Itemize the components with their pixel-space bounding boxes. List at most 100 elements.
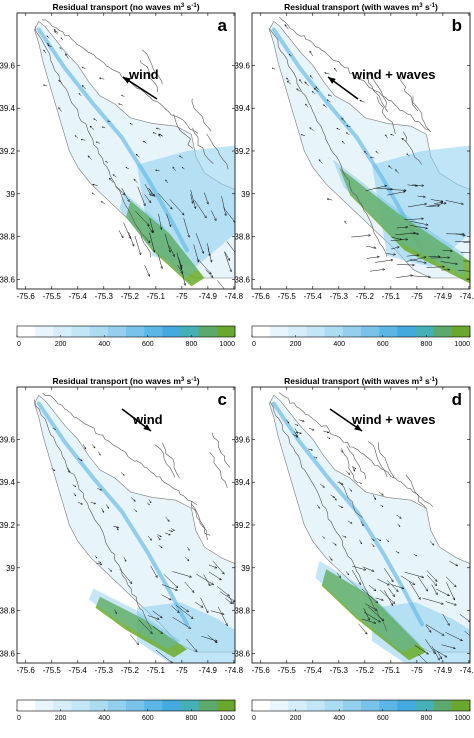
transport-vector-head: [47, 44, 50, 47]
transport-vector: [397, 523, 401, 527]
transport-vector: [221, 196, 227, 216]
transport-vector-head: [440, 602, 444, 605]
west-coastline: [268, 28, 388, 257]
transport-vector-head: [375, 151, 378, 153]
transport-vector-head: [299, 432, 302, 435]
y-tick-label: 39.6: [234, 435, 250, 444]
transport-vector-head: [54, 428, 57, 430]
transport-vector: [133, 179, 138, 183]
transport-vector: [377, 578, 390, 586]
transport-vector-head: [304, 81, 307, 84]
colorbar-tick-label: 800: [421, 715, 433, 722]
transport-vector: [396, 514, 402, 519]
transport-vector: [315, 86, 319, 90]
transport-vector: [391, 236, 402, 240]
colorbar-swatch: [451, 700, 471, 711]
transport-vector: [165, 179, 169, 184]
transport-vector: [224, 251, 232, 273]
transport-vector-head: [428, 275, 432, 279]
map-area: [34, 19, 235, 289]
transport-vector: [163, 574, 178, 588]
transport-vector-head: [369, 156, 372, 159]
transport-vector: [359, 100, 365, 103]
transport-vector: [144, 264, 150, 277]
colorbar-tick-label: 1000: [219, 715, 235, 722]
transport-vector-head: [426, 651, 430, 655]
colorbar-swatch: [89, 326, 109, 337]
transport-vector: [216, 586, 230, 597]
colorbar-swatch: [361, 326, 380, 337]
x-tick-label: -75.2: [121, 292, 140, 301]
transport-vector-head: [392, 594, 396, 598]
transport-vector-head: [374, 497, 377, 501]
transport-vector-head: [152, 132, 155, 134]
y-tick-label: 39.2: [0, 521, 16, 530]
transport-vector: [371, 543, 375, 547]
transport-vector-head: [296, 424, 299, 426]
colorbar-frame: [16, 325, 236, 338]
transport-vector-head: [428, 629, 432, 633]
map-area: [34, 392, 235, 663]
transport-vector-head: [318, 159, 321, 162]
transport-vector-head: [78, 92, 81, 95]
transport-vector-head: [169, 206, 173, 210]
transport-vector: [156, 128, 161, 130]
colorbar-swatch: [288, 700, 307, 711]
transport-vector-head: [151, 230, 155, 234]
transport-vector: [445, 601, 457, 606]
west-coastline: [34, 26, 152, 258]
transport-vector: [123, 222, 131, 239]
transport-vector: [298, 419, 305, 422]
transport-plume: [339, 167, 470, 284]
transport-vector: [176, 252, 182, 270]
transport-vector: [430, 199, 444, 202]
transport-vector-head: [416, 232, 420, 236]
panel-a: Residual transport (no waves m3 s-1) -75.…: [0, 2, 244, 348]
transport-vector: [47, 44, 52, 48]
transport-vector-head: [43, 49, 45, 52]
transport-vector-head: [214, 640, 218, 644]
transport-vector: [80, 139, 86, 141]
colorbar: 0 200 400 600 800 1000: [16, 325, 236, 348]
transport-vector-head: [125, 167, 128, 169]
x-tick-label: -75.5: [278, 292, 297, 301]
transport-vector: [369, 269, 385, 272]
transport-vector: [169, 245, 175, 257]
colorbar-frame: [16, 699, 236, 712]
transport-vector-head: [116, 528, 119, 531]
colorbar-swatch: [306, 326, 325, 337]
transport-vector: [426, 570, 438, 582]
creek-line: [338, 481, 363, 518]
colorbar-tick-label: 600: [377, 341, 389, 348]
transport-vector-head: [208, 271, 212, 275]
transport-vector-head: [434, 583, 438, 587]
transport-vector-head: [159, 615, 163, 619]
transport-vector-head: [341, 482, 344, 485]
transport-vector: [72, 484, 77, 488]
transport-vector: [178, 257, 183, 268]
transport-vector: [442, 613, 450, 626]
transport-vector: [426, 205, 440, 207]
transport-vector-head: [158, 134, 160, 136]
transport-vector-head: [91, 183, 95, 186]
transport-vector: [332, 542, 337, 546]
y-tick-label: 39.2: [234, 521, 250, 530]
east-coastline: [41, 19, 199, 134]
transport-vector: [212, 560, 225, 575]
transport-vector-head: [168, 597, 172, 601]
colorbar-swatch: [342, 326, 362, 337]
transport-vector-head: [110, 569, 113, 572]
transport-vector-head: [80, 138, 83, 141]
creek-line: [190, 501, 211, 536]
colorbar-frame: [251, 325, 471, 338]
transport-vector: [169, 199, 185, 216]
transport-vector: [391, 246, 400, 250]
transport-vector-head: [194, 649, 198, 653]
transport-vector: [147, 615, 160, 620]
transport-vector-head: [149, 501, 152, 504]
transport-vector-head: [135, 510, 138, 512]
colorbar-tick-label: 0: [252, 341, 256, 348]
transport-vector: [440, 261, 458, 265]
transport-vector-head: [433, 651, 436, 655]
